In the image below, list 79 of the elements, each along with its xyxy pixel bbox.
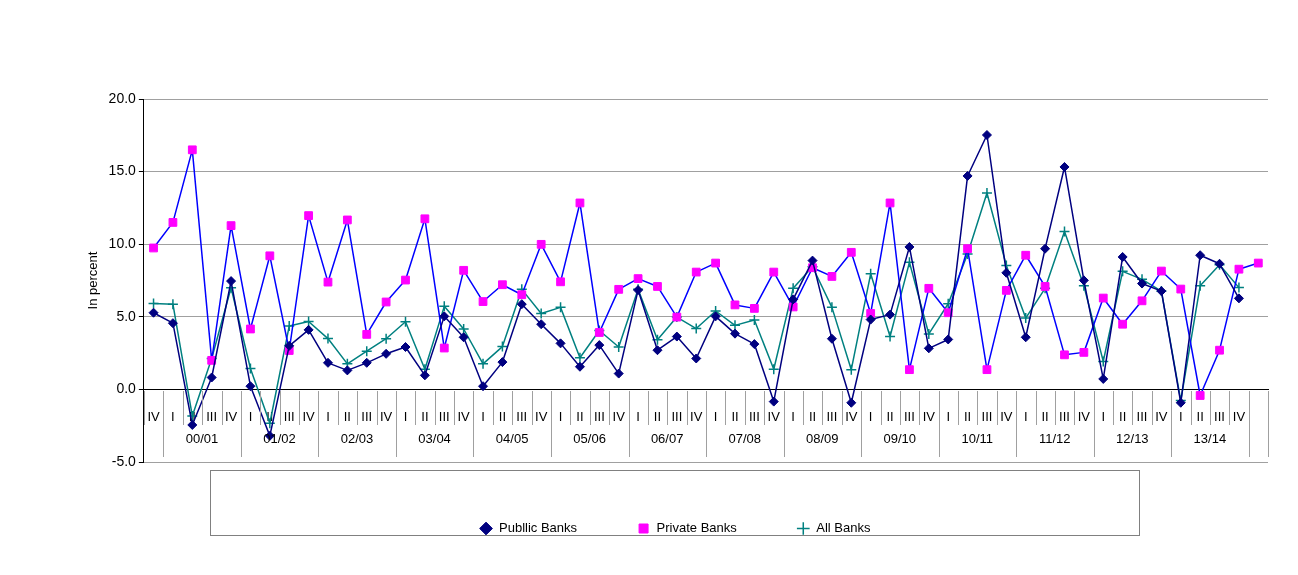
annotation: 04/05 [495,430,529,446]
x-tick-label: IV [1232,408,1246,424]
x-tick-label: I [171,408,175,424]
x-tick-label: II [886,408,894,424]
x-tick-label: I [1101,408,1106,424]
x-tick-label: III [593,408,605,424]
x-tick-label: IV [147,408,160,424]
x-tick-label: I [326,408,330,424]
x-tick-label: III [904,408,915,424]
x-tick-label: II [576,408,584,424]
x-tick-label: IV [1000,408,1013,424]
x-tick-label: IV [224,408,238,424]
annotation: 12/13 [1116,430,1149,446]
y-tick-label: 10.0 [108,235,137,252]
annotation: 07/08 [728,430,761,446]
x-tick-label: IV [612,408,626,424]
x-tick-label: III [516,408,528,424]
x-tick-label: I [636,408,640,424]
x-tick-label: IV [379,408,393,424]
annotation: 13/14 [1193,430,1227,446]
x-tick-label: III [748,408,760,424]
x-tick-label: I [1023,408,1028,424]
y-tick-label: -5.0 [111,452,137,469]
x-tick-label: III [1136,408,1148,424]
x-tick-label: II [343,408,351,424]
annotation: 02/03 [340,430,374,446]
x-tick-label: IV [457,408,471,424]
x-tick-label: I [868,408,873,424]
y-tick-label: 0.0 [116,380,137,397]
x-tick-label: I [946,408,951,424]
legend-label: Private Banks [656,520,738,536]
x-tick-label: I [403,408,408,424]
annotation: 05/06 [573,430,606,446]
x-tick-label: IV [1077,408,1091,424]
x-tick-label: II [1196,408,1204,424]
annotation: 10/11 [961,430,994,446]
x-tick-label: IV [690,408,703,424]
annotation: 00/01 [185,430,219,446]
legend-label: Publlic Banks [499,520,578,536]
x-tick-label: II [1041,408,1049,424]
x-tick-label: II [498,408,507,424]
x-tick-label: I [558,408,563,424]
x-tick-label: II [963,408,972,424]
annotation: 08/09 [805,430,839,446]
x-tick-label: III [671,408,683,424]
legend-label: All Banks [816,520,871,536]
x-tick-label: II [653,408,662,424]
y-axis-title: In percent [85,251,101,310]
x-tick-label: III [981,408,993,424]
x-tick-label: IV [535,408,548,424]
x-tick-label: II [1119,408,1127,424]
x-tick-label: I [481,408,485,424]
x-tick-label: IV [845,408,858,424]
x-tick-label: III [1059,408,1070,424]
x-tick-label: III [283,408,295,424]
x-tick-label: IV [767,408,781,424]
x-tick-label: I [1178,408,1183,424]
y-tick-label: 5.0 [116,307,137,324]
x-tick-label: III [1214,408,1225,424]
annotation: 11/12 [1039,430,1071,446]
y-tick-label: 20.0 [108,89,137,106]
x-tick-label: I [791,408,795,424]
x-tick-label: IV [1155,408,1168,424]
x-tick-label: IV [302,408,316,424]
x-tick-label: I [248,408,253,424]
annotation: 09/10 [883,430,917,446]
x-tick-label: II [421,408,429,424]
annotation: 01/02 [263,430,296,446]
x-tick-label: I [713,408,718,424]
x-tick-label: III [206,408,218,424]
annotation: 03/04 [418,430,451,446]
x-tick-label: III [826,408,838,424]
x-tick-label: III [361,408,373,424]
x-tick-label: III [438,408,450,424]
x-tick-label: IV [922,408,936,424]
x-tick-label: II [808,408,817,424]
annotation: 06/07 [650,430,684,446]
y-tick-label: 15.0 [108,162,137,179]
x-tick-label: II [731,408,739,424]
